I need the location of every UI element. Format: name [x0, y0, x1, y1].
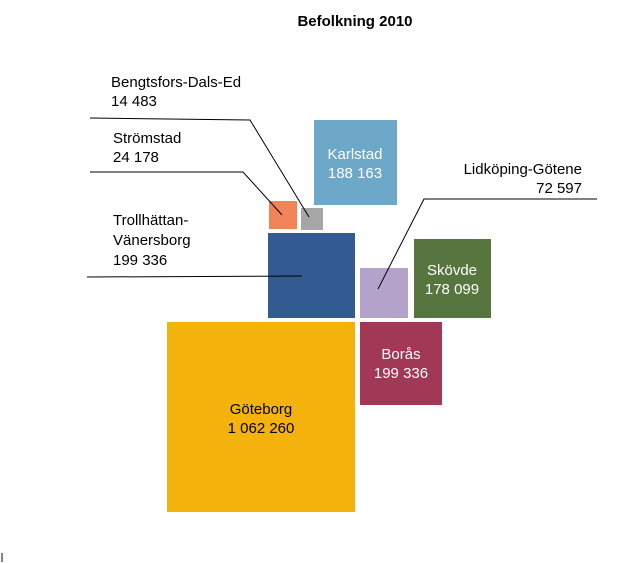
label-trollhattan-value: 199 336 [113, 252, 167, 269]
label-boras-name: Borås [381, 346, 420, 363]
leader-lidkoping-gotene [377, 198, 597, 290]
label-bengtsfors-value: 14 483 [111, 93, 157, 110]
label-goteborg-name: Göteborg [230, 401, 293, 418]
label-boras-value: 199 336 [374, 365, 428, 382]
leader-bengtsfors-dals-ed [89, 117, 310, 218]
square-skovde [414, 239, 491, 318]
label-lidkoping-value: 72 597 [536, 180, 582, 197]
label-bengtsfors-name: Bengtsfors-Dals-Ed [111, 74, 241, 91]
label-stromstad-name: Strömstad [113, 130, 181, 147]
square-trollhattan-vanersborg [268, 233, 355, 318]
leader-trollhattan-vanersborg [86, 275, 303, 278]
label-trollhattan-name-1: Trollhättan- [113, 212, 188, 229]
label-stromstad-value: 24 178 [113, 149, 159, 166]
square-goteborg [167, 322, 355, 512]
label-skovde-name: Skövde [427, 262, 477, 279]
label-skovde-value: 178 099 [425, 281, 479, 298]
label-trollhattan-name-2: Vänersborg [113, 232, 191, 249]
square-bengtsfors-dals-ed [301, 208, 323, 230]
label-karlstad-value: 188 163 [328, 165, 382, 182]
label-karlstad-name: Karlstad [327, 146, 382, 163]
label-lidkoping-name: Lidköping-Götene [464, 161, 582, 178]
square-karlstad [314, 120, 397, 205]
leader-stromstad [90, 171, 283, 216]
chart-title: Befolkning 2010 [297, 13, 412, 30]
square-boras [360, 322, 442, 405]
square-lidkoping-gotene [360, 268, 408, 318]
label-goteborg-value: 1 062 260 [228, 420, 295, 437]
